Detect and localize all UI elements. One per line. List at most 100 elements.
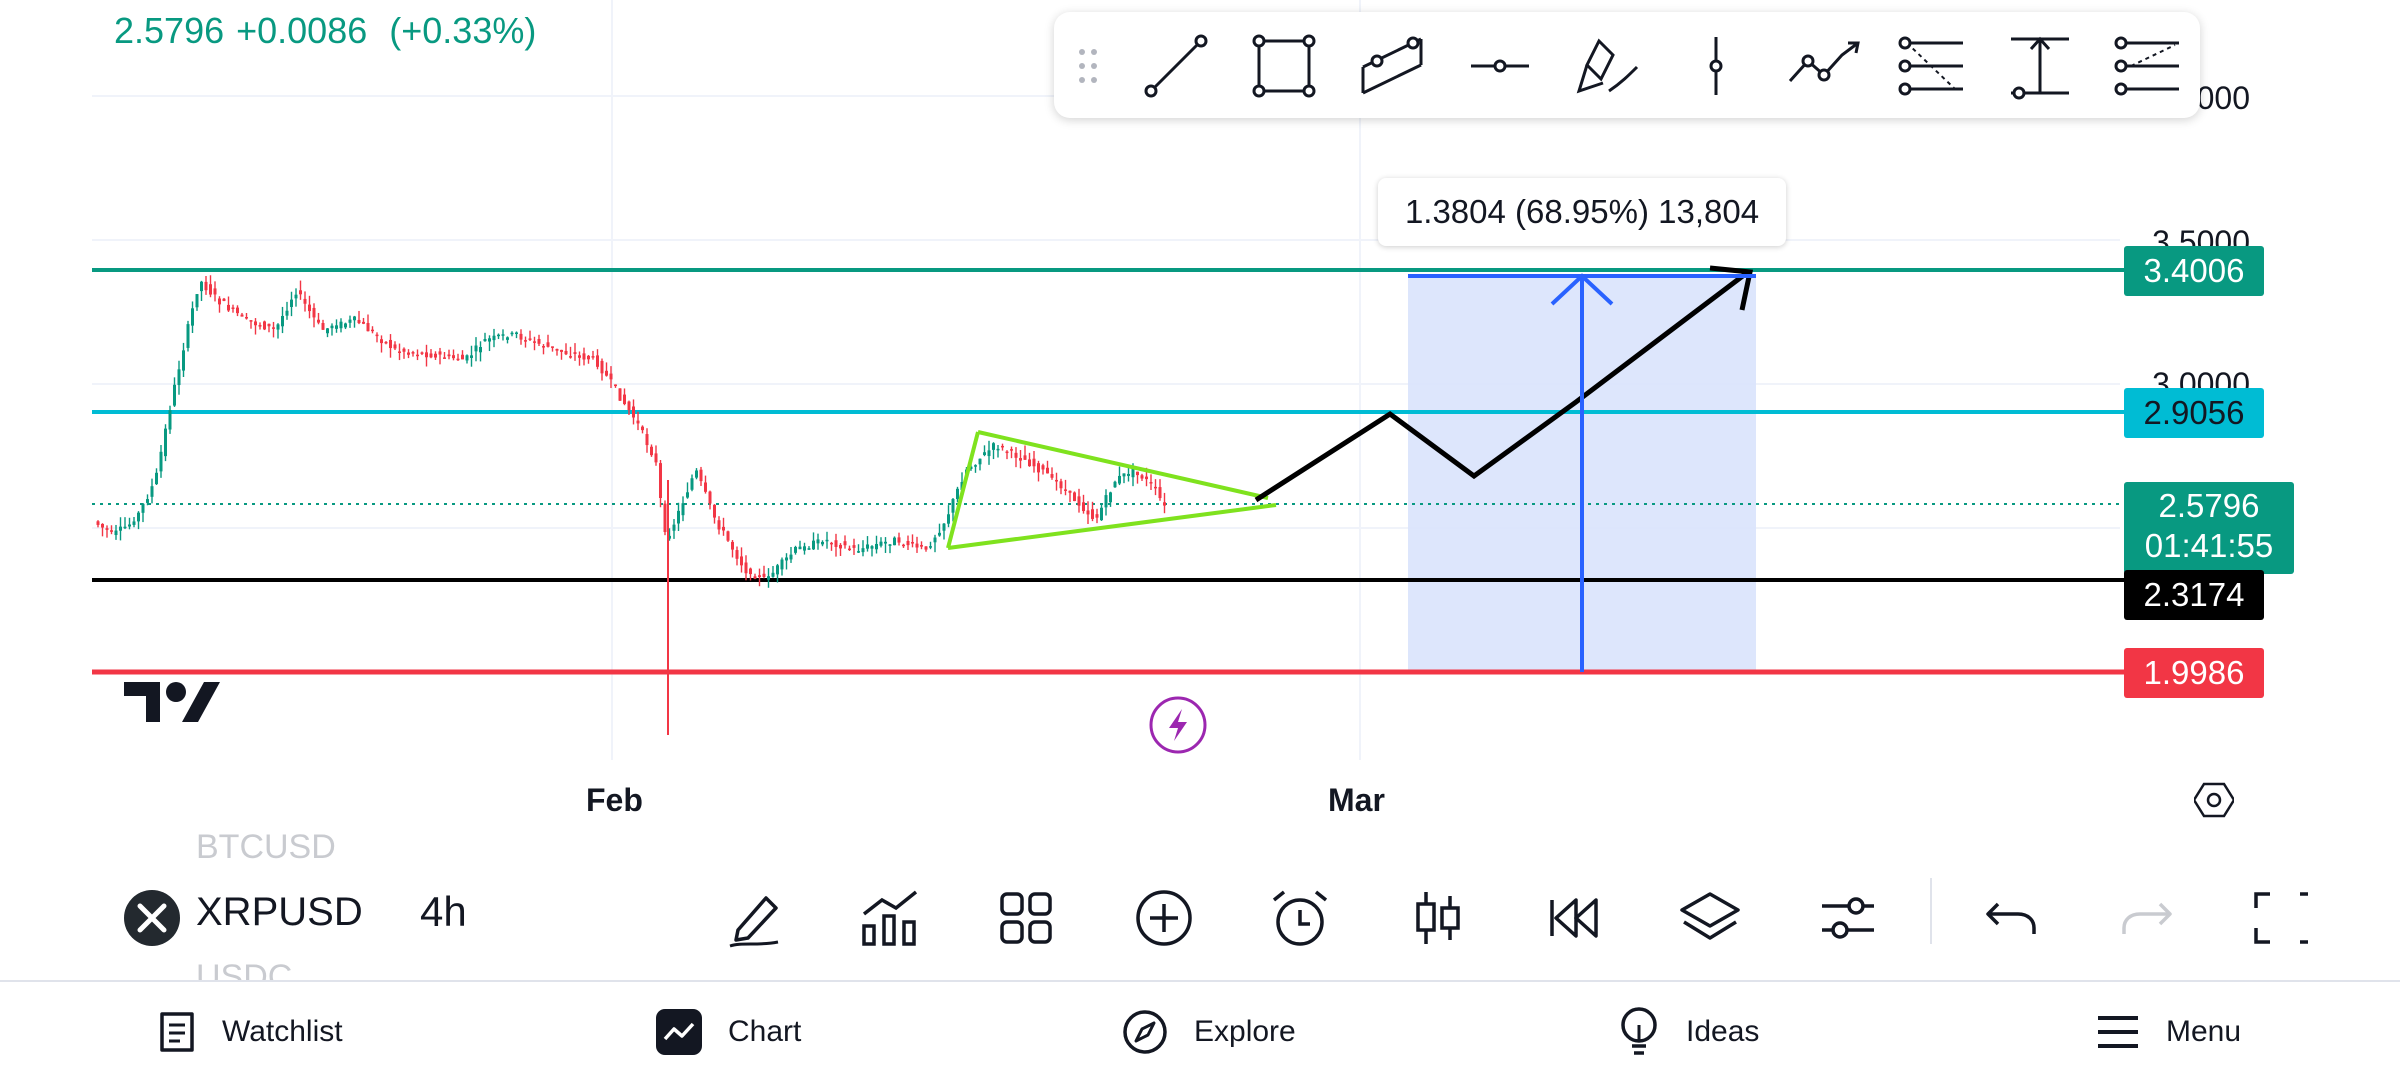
nav-menu[interactable]: Menu: [2096, 982, 2241, 1082]
triangle-pattern[interactable]: [946, 430, 1277, 550]
parallel-channel-tool[interactable]: [1354, 30, 1430, 102]
candle-body: [204, 281, 208, 291]
candle-body: [717, 520, 721, 530]
candle-body: [96, 521, 100, 525]
candle-body: [177, 369, 181, 386]
drawing-toolbar: [1054, 12, 2200, 118]
path-tool[interactable]: [1786, 30, 1862, 102]
candle-body: [339, 321, 343, 329]
candle-body: [659, 463, 662, 498]
level-top-tag[interactable]: 3.4006: [2124, 246, 2264, 296]
candle-body: [713, 504, 716, 518]
axis-settings-icon[interactable]: [2194, 780, 2234, 820]
trend-line-tool[interactable]: [1138, 30, 1214, 102]
layouts-button[interactable]: [986, 878, 1066, 958]
rectangle-tool[interactable]: [1246, 30, 1322, 102]
candle-body: [555, 348, 559, 351]
symbol-prev[interactable]: BTCUSD: [196, 828, 336, 866]
candle-body: [528, 338, 532, 340]
candle-body: [1068, 490, 1072, 493]
candle-body: [402, 348, 406, 352]
candle-body: [663, 503, 667, 533]
candle-body: [348, 319, 352, 323]
price-change: +0.0086: [236, 10, 368, 51]
candle-body: [1023, 455, 1027, 460]
candle-body: [110, 530, 113, 532]
fib-retracement-tool[interactable]: [1894, 30, 1970, 102]
current-price-tag[interactable]: 2.5796 01:41:55: [2124, 482, 2294, 574]
candle-body: [812, 540, 815, 550]
level-support-tag[interactable]: 2.3174: [2124, 570, 2264, 620]
nav-chart[interactable]: Chart: [656, 982, 801, 1082]
candle-body: [641, 426, 644, 431]
settings-button[interactable]: [1808, 878, 1888, 958]
candle-body: [897, 537, 901, 543]
candle-body: [1149, 482, 1153, 484]
interval-selector[interactable]: 4h: [420, 888, 467, 935]
candle-body: [186, 324, 190, 348]
nav-explore[interactable]: Explore: [1122, 982, 1296, 1082]
candle-body: [591, 356, 595, 358]
redo-button[interactable]: [2108, 878, 2188, 958]
candle-body: [956, 488, 959, 500]
projection-path[interactable]: [1254, 270, 1750, 503]
undo-button[interactable]: [1970, 878, 2050, 958]
candle-body: [362, 321, 365, 324]
candle-body: [929, 546, 932, 548]
lightning-event-icon[interactable]: [1149, 696, 1207, 754]
candle-body: [627, 401, 631, 411]
layers-button[interactable]: [1670, 878, 1750, 958]
fullscreen-button[interactable]: [2248, 878, 2308, 958]
candle-body: [947, 514, 950, 524]
nav-label: Watchlist: [222, 1015, 343, 1048]
candle-body: [1163, 502, 1166, 506]
vertical-line-tool[interactable]: [1678, 30, 1754, 102]
candle-body: [1041, 465, 1045, 470]
candle-body: [758, 575, 761, 578]
candle-body: [191, 308, 194, 326]
candle-body: [519, 333, 523, 340]
candle-body: [1131, 468, 1135, 478]
replay-button[interactable]: [1534, 878, 1614, 958]
candle-body: [420, 352, 424, 354]
price-range-tool[interactable]: [2002, 30, 2078, 102]
candle-body: [353, 316, 356, 321]
nav-watchlist[interactable]: Watchlist: [158, 982, 343, 1082]
candle-body: [1122, 473, 1126, 477]
symbol-selector[interactable]: XRPUSD: [196, 890, 363, 934]
rectangle-icon: [1252, 34, 1316, 98]
drag-handle-icon[interactable]: [1076, 46, 1100, 86]
candle-body: [294, 294, 298, 299]
highlighter-tool[interactable]: [1570, 30, 1646, 102]
candle-body: [398, 351, 401, 353]
indicators-button[interactable]: [850, 878, 930, 958]
candle-body: [1059, 481, 1063, 489]
candle-body: [213, 288, 217, 295]
layers-icon: [1680, 892, 1740, 940]
candle-body: [951, 499, 955, 513]
fib-extension-tool[interactable]: [2110, 30, 2186, 102]
candle-body: [798, 546, 802, 550]
candle-body: [132, 521, 136, 525]
chart-canvas[interactable]: [0, 0, 2400, 840]
candle-body: [870, 546, 874, 549]
candle-body: [1158, 487, 1162, 499]
add-button[interactable]: [1124, 878, 1204, 958]
horizontal-ray-tool[interactable]: [1462, 30, 1538, 102]
nav-ideas[interactable]: Ideas: [1618, 982, 1759, 1082]
candle-body: [915, 543, 919, 548]
candle-body: [1077, 496, 1081, 506]
chart-type-button[interactable]: [1398, 878, 1478, 958]
candle-body: [776, 565, 779, 575]
level-resistance-tag[interactable]: 2.9056: [2124, 388, 2264, 438]
alarm-icon: [1272, 890, 1328, 946]
candle-body: [137, 512, 140, 522]
level-bottom-tag[interactable]: 1.9986: [2124, 648, 2264, 698]
candle-body: [825, 539, 829, 542]
candle-body: [731, 541, 734, 550]
candle-body: [159, 451, 163, 472]
alert-button[interactable]: [1260, 878, 1340, 958]
candle-body: [128, 524, 131, 527]
candle-body: [429, 353, 433, 358]
drawing-tools-button[interactable]: [714, 878, 794, 958]
